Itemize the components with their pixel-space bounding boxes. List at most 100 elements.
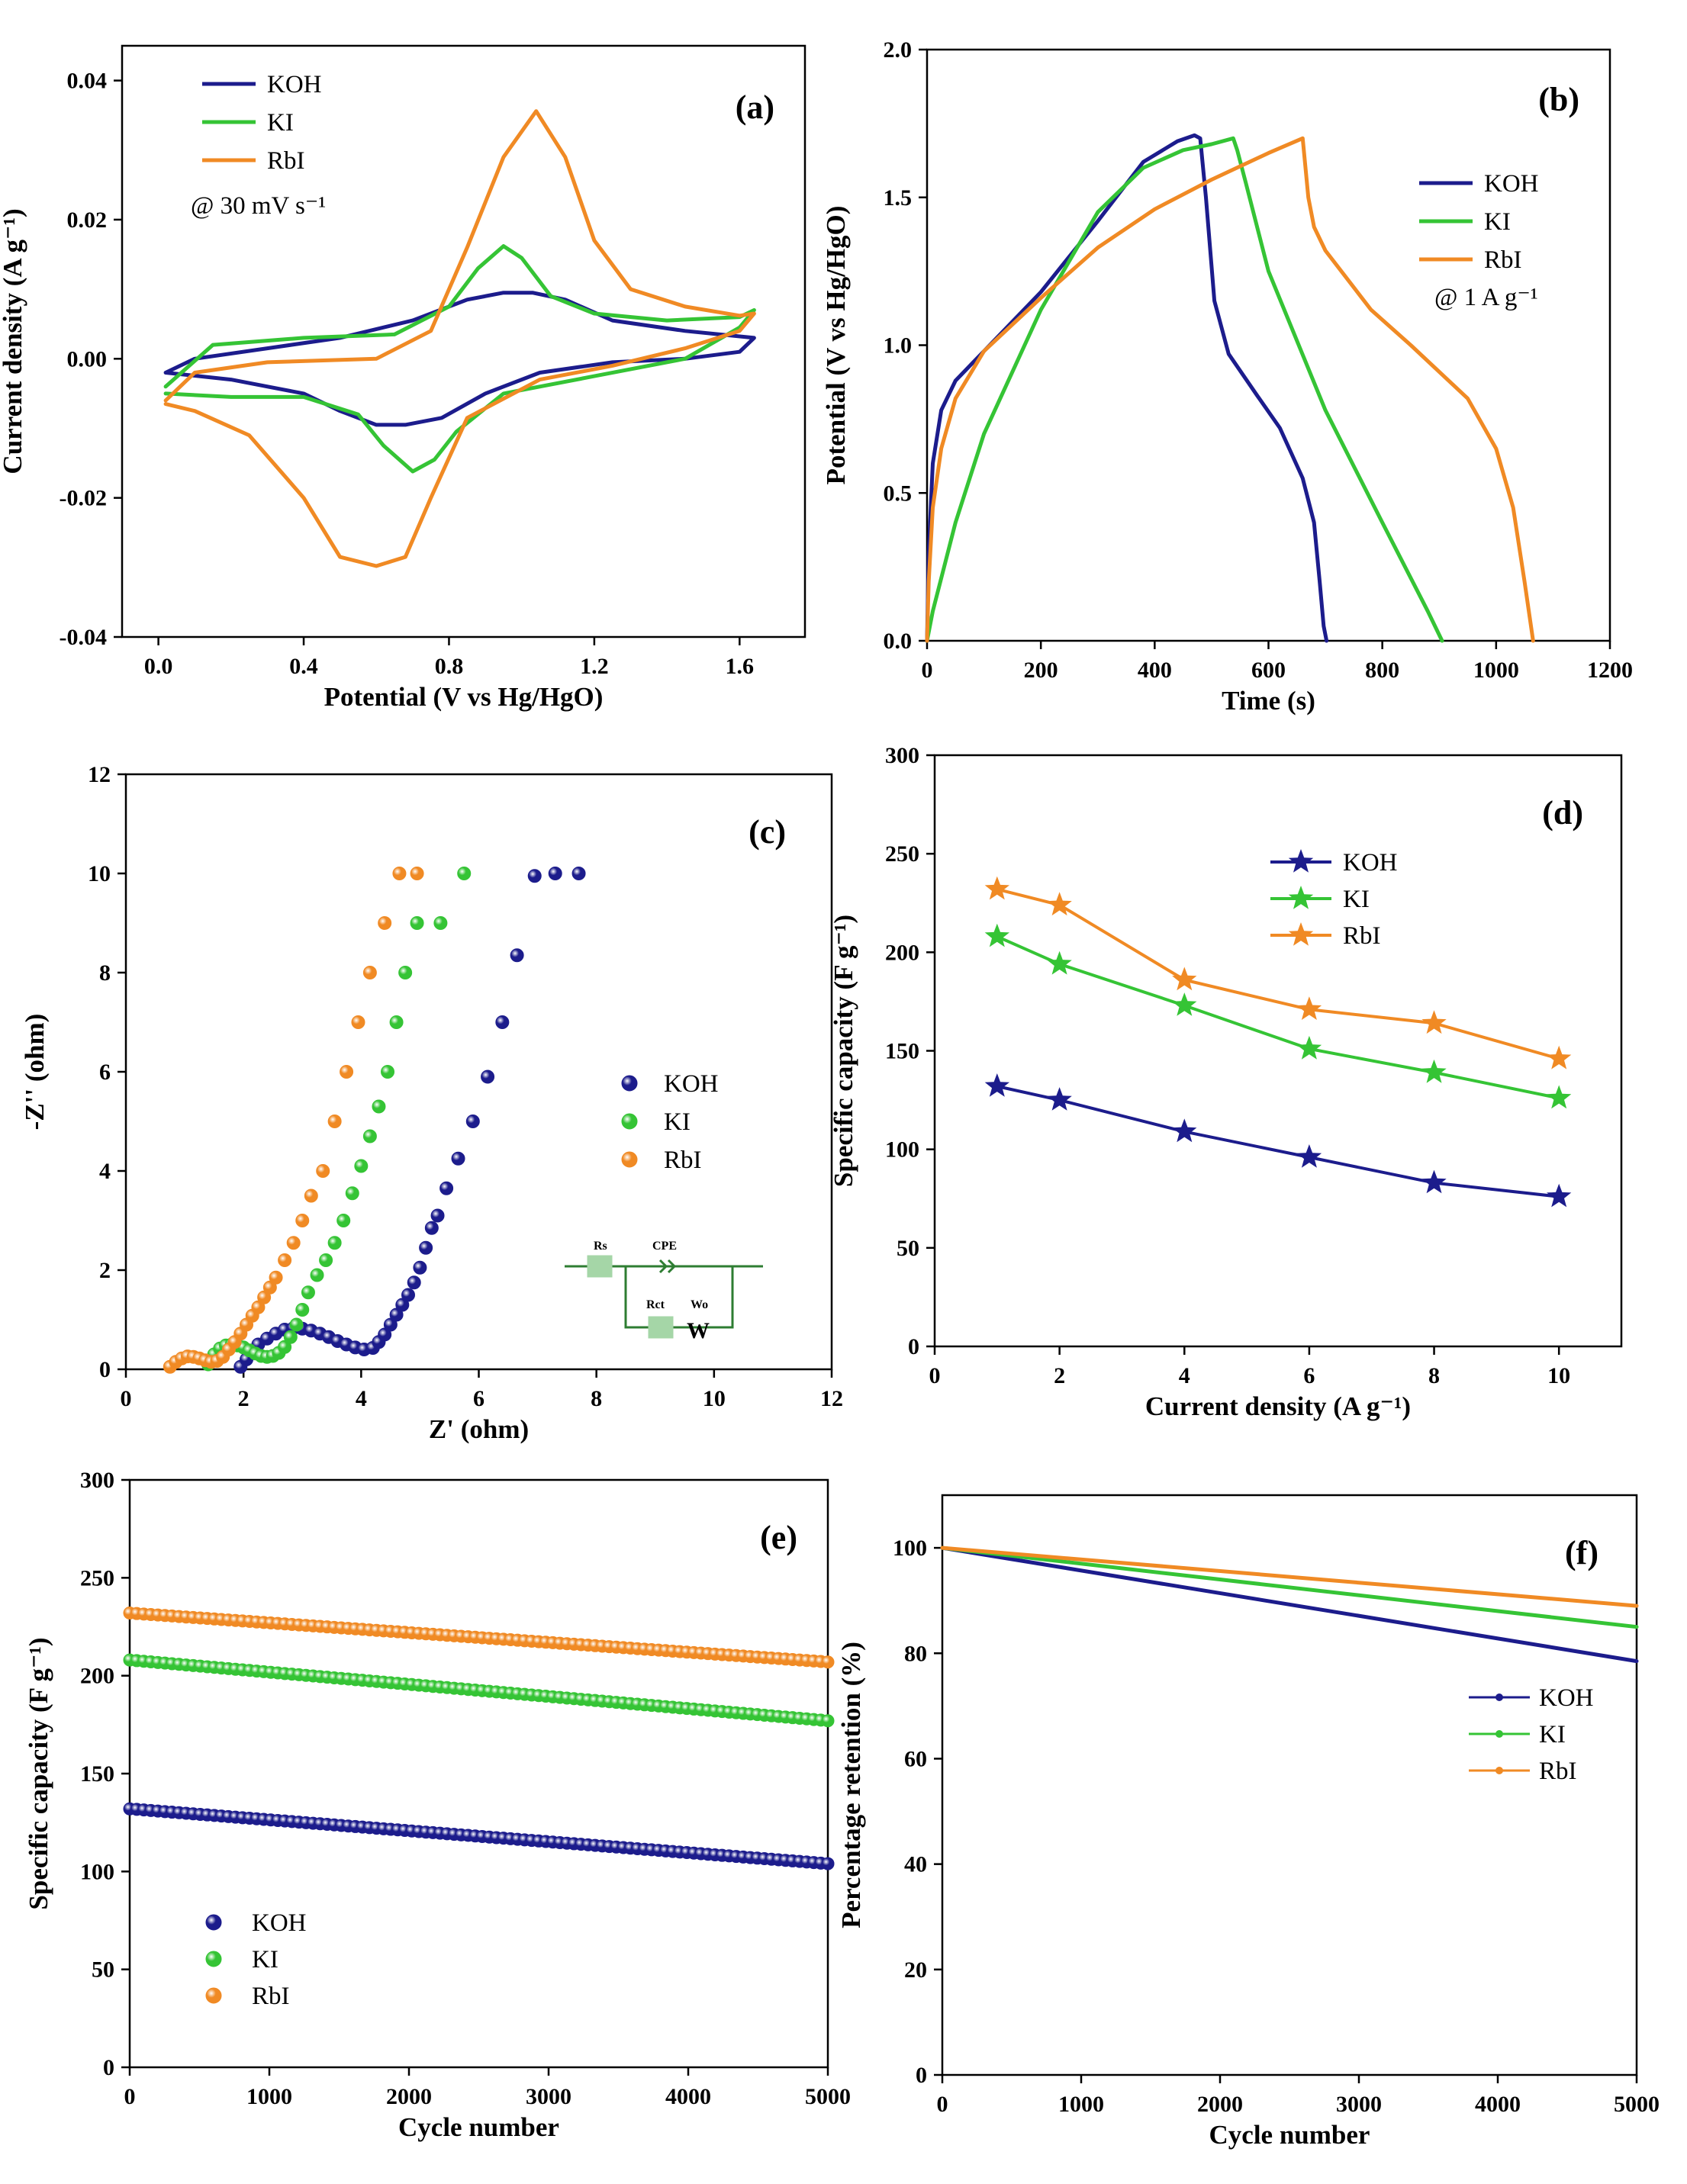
data-point-ki xyxy=(433,916,448,930)
data-point-ki xyxy=(410,916,424,930)
series-line-rbi xyxy=(163,109,756,568)
y-tick-label: 60 xyxy=(904,1746,927,1771)
data-point-rbi xyxy=(278,1253,292,1267)
data-point-koh xyxy=(451,1151,465,1166)
panel-a: 0.0 0.4 0.8 1.2 1.6 -0.04 -0.02 0.00 0.02 0.04 Pot… xyxy=(0,44,806,712)
series-line-koh xyxy=(163,291,756,427)
x-tick-label: 2 xyxy=(238,1386,250,1411)
x-tick-label: 1000 xyxy=(1473,658,1519,683)
y-tick-label: 100 xyxy=(893,1536,927,1561)
panel-b: 0 200 400 600 800 1000 1200 0.0 0.5 1.0 1.5 2.0 Time… xyxy=(821,37,1633,716)
data-point-rbi xyxy=(1296,996,1322,1020)
series-line-koh xyxy=(940,1546,1639,1664)
data-point-rbi xyxy=(304,1188,318,1203)
equivalent-circuit-inset: Rs CPE Rct Wo W xyxy=(565,1240,763,1343)
panel-label: (a) xyxy=(736,88,774,126)
y-tick-label: 0.04 xyxy=(67,69,108,94)
panel-f: 0 1000 2000 3000 4000 5000 0 20 40 60 80 100 Cycle n… xyxy=(836,1494,1660,2150)
data-point-koh xyxy=(1296,1144,1322,1168)
y-tick-label: 0.00 xyxy=(67,346,108,372)
legend-label-ki: KI xyxy=(267,109,294,137)
legend-label-koh: KOH xyxy=(267,71,322,98)
legend-label-rbi: RbI xyxy=(1484,246,1522,274)
cpe-symbol xyxy=(667,1259,677,1274)
x-axis-label: Potential (V vs Hg/HgO) xyxy=(324,682,604,712)
data-point-rbi xyxy=(351,1015,365,1029)
y-axis-label: Percentage retention (%) xyxy=(836,1642,866,1928)
x-axis-label: Cycle number xyxy=(1209,2120,1370,2150)
data-point-ki xyxy=(1547,1085,1572,1109)
data-point-rbi xyxy=(410,867,424,880)
x-tick-label: 400 xyxy=(1138,658,1172,683)
data-point-koh xyxy=(430,1208,445,1223)
y-tick-label: 0 xyxy=(908,1334,919,1359)
y-tick-label: 1.5 xyxy=(884,185,913,211)
data-point-koh xyxy=(1421,1169,1447,1194)
legend-label-ki: KI xyxy=(1484,208,1511,236)
data-point-koh xyxy=(424,1221,439,1235)
series-line-ki xyxy=(163,244,756,474)
x-tick-label: 10 xyxy=(703,1386,726,1411)
legend-label-koh: KOH xyxy=(664,1070,719,1098)
data-point-koh xyxy=(495,1015,510,1029)
data-point-rbi xyxy=(295,1214,310,1227)
x-tick-label: 0.8 xyxy=(435,654,464,679)
data-point-koh xyxy=(465,1115,480,1128)
data-point-ki xyxy=(295,1303,310,1317)
legend-label-ki: KI xyxy=(252,1946,278,1973)
legend-marker-rbi xyxy=(1495,1767,1503,1774)
data-point-koh xyxy=(510,948,524,963)
data-point-koh xyxy=(527,869,542,883)
x-tick-label: 1.6 xyxy=(726,654,755,679)
x-tick-label: 0 xyxy=(121,1386,132,1411)
circuit-label-rs: Rs xyxy=(594,1240,607,1253)
x-tick-label: 200 xyxy=(1024,658,1058,683)
x-tick-label: 2 xyxy=(1054,1363,1065,1388)
data-point-koh xyxy=(548,867,562,880)
x-tick-label: 1200 xyxy=(1587,658,1633,683)
circuit-label-cpe: CPE xyxy=(652,1240,677,1253)
panel-label: (e) xyxy=(760,1519,797,1556)
y-tick-label: 0.02 xyxy=(67,207,108,233)
data-point-koh xyxy=(1047,1087,1072,1111)
y-tick-label: 20 xyxy=(904,1957,927,1983)
series-line-koh xyxy=(925,133,1329,643)
legend-marker-ki xyxy=(1495,1730,1503,1738)
data-point-koh xyxy=(1547,1183,1572,1208)
x-tick-label: 0.4 xyxy=(289,654,318,679)
legend-marker-koh xyxy=(1495,1693,1503,1701)
x-tick-label: 8 xyxy=(591,1386,602,1411)
data-point-koh xyxy=(401,1288,415,1302)
x-axis-label: Cycle number xyxy=(398,2112,559,2142)
series-line-ki xyxy=(925,136,1444,643)
data-point-ki xyxy=(336,1214,351,1227)
y-tick-label: 150 xyxy=(885,1039,919,1064)
x-tick-label: 2000 xyxy=(386,2084,432,2109)
x-tick-label: 5000 xyxy=(1614,2092,1660,2117)
y-tick-label: 0.5 xyxy=(884,481,913,506)
data-point-rbi xyxy=(1047,892,1072,916)
cpe-symbol xyxy=(658,1259,668,1274)
y-tick-label: 100 xyxy=(80,1859,114,1884)
circuit-label-wo: Wo xyxy=(691,1298,708,1311)
x-tick-label: 1000 xyxy=(246,2084,292,2109)
legend-label-koh: KOH xyxy=(1343,849,1398,876)
data-point-rbi xyxy=(392,867,407,880)
y-tick-label: 0.0 xyxy=(884,629,913,654)
y-tick-label: -0.04 xyxy=(60,625,108,650)
y-tick-label: 2.0 xyxy=(884,37,913,63)
data-point-koh xyxy=(407,1275,421,1290)
x-tick-label: 3000 xyxy=(1336,2092,1382,2117)
series-line-koh xyxy=(995,1085,1561,1198)
panel-label: (d) xyxy=(1542,794,1583,831)
warburg-symbol: W xyxy=(687,1318,710,1343)
x-tick-label: 6 xyxy=(473,1386,485,1411)
x-tick-label: 4000 xyxy=(1475,2092,1521,2117)
x-tick-label: 4000 xyxy=(665,2084,711,2109)
y-axis-label: Specific capacity (F g⁻¹) xyxy=(24,1637,53,1909)
data-point-ki xyxy=(354,1159,369,1173)
plot-frame xyxy=(128,1478,829,2069)
panel-label: (c) xyxy=(749,813,786,851)
series-line-ki xyxy=(940,1546,1639,1629)
x-tick-label: 600 xyxy=(1251,658,1286,683)
